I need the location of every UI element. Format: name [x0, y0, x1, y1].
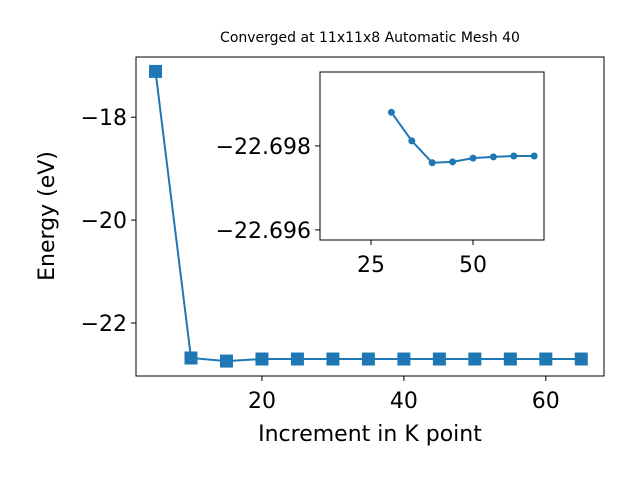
x-tick-label: 20 [248, 389, 276, 414]
marker [469, 154, 477, 162]
plot-content [387, 108, 538, 167]
marker [255, 352, 269, 366]
plot-content [149, 64, 588, 368]
marker [397, 352, 411, 366]
x-axis-label: Increment in K point [258, 422, 482, 447]
marker [326, 352, 340, 366]
marker [510, 152, 518, 160]
x-tick-label: 50 [459, 253, 487, 278]
marker [449, 158, 457, 166]
y-tick-label: −22.698 [216, 135, 311, 160]
y-axis-label: Energy (eV) [35, 151, 60, 281]
marker [428, 159, 436, 167]
y-tick-label: −22.696 [216, 219, 311, 244]
marker [574, 352, 588, 366]
marker [387, 108, 395, 116]
axes-frame [135, 56, 605, 377]
marker [489, 153, 497, 161]
marker [539, 352, 553, 366]
marker [432, 352, 446, 366]
marker [290, 352, 304, 366]
x-tick-label: 25 [357, 253, 385, 278]
x-tick-label: 40 [390, 389, 418, 414]
marker [219, 354, 233, 368]
marker [184, 351, 198, 365]
marker [361, 352, 375, 366]
marker [530, 152, 538, 160]
chart-title: Converged at 11x11x8 Automatic Mesh 40 [220, 30, 520, 46]
y-tick-label: −20 [81, 209, 127, 234]
y-tick-label: −22 [81, 312, 127, 337]
marker [468, 352, 482, 366]
marker [149, 64, 163, 78]
marker [503, 352, 517, 366]
x-tick-label: 60 [532, 389, 560, 414]
y-tick-label: −18 [81, 106, 127, 131]
marker [408, 137, 416, 145]
axes-frame [319, 71, 545, 241]
